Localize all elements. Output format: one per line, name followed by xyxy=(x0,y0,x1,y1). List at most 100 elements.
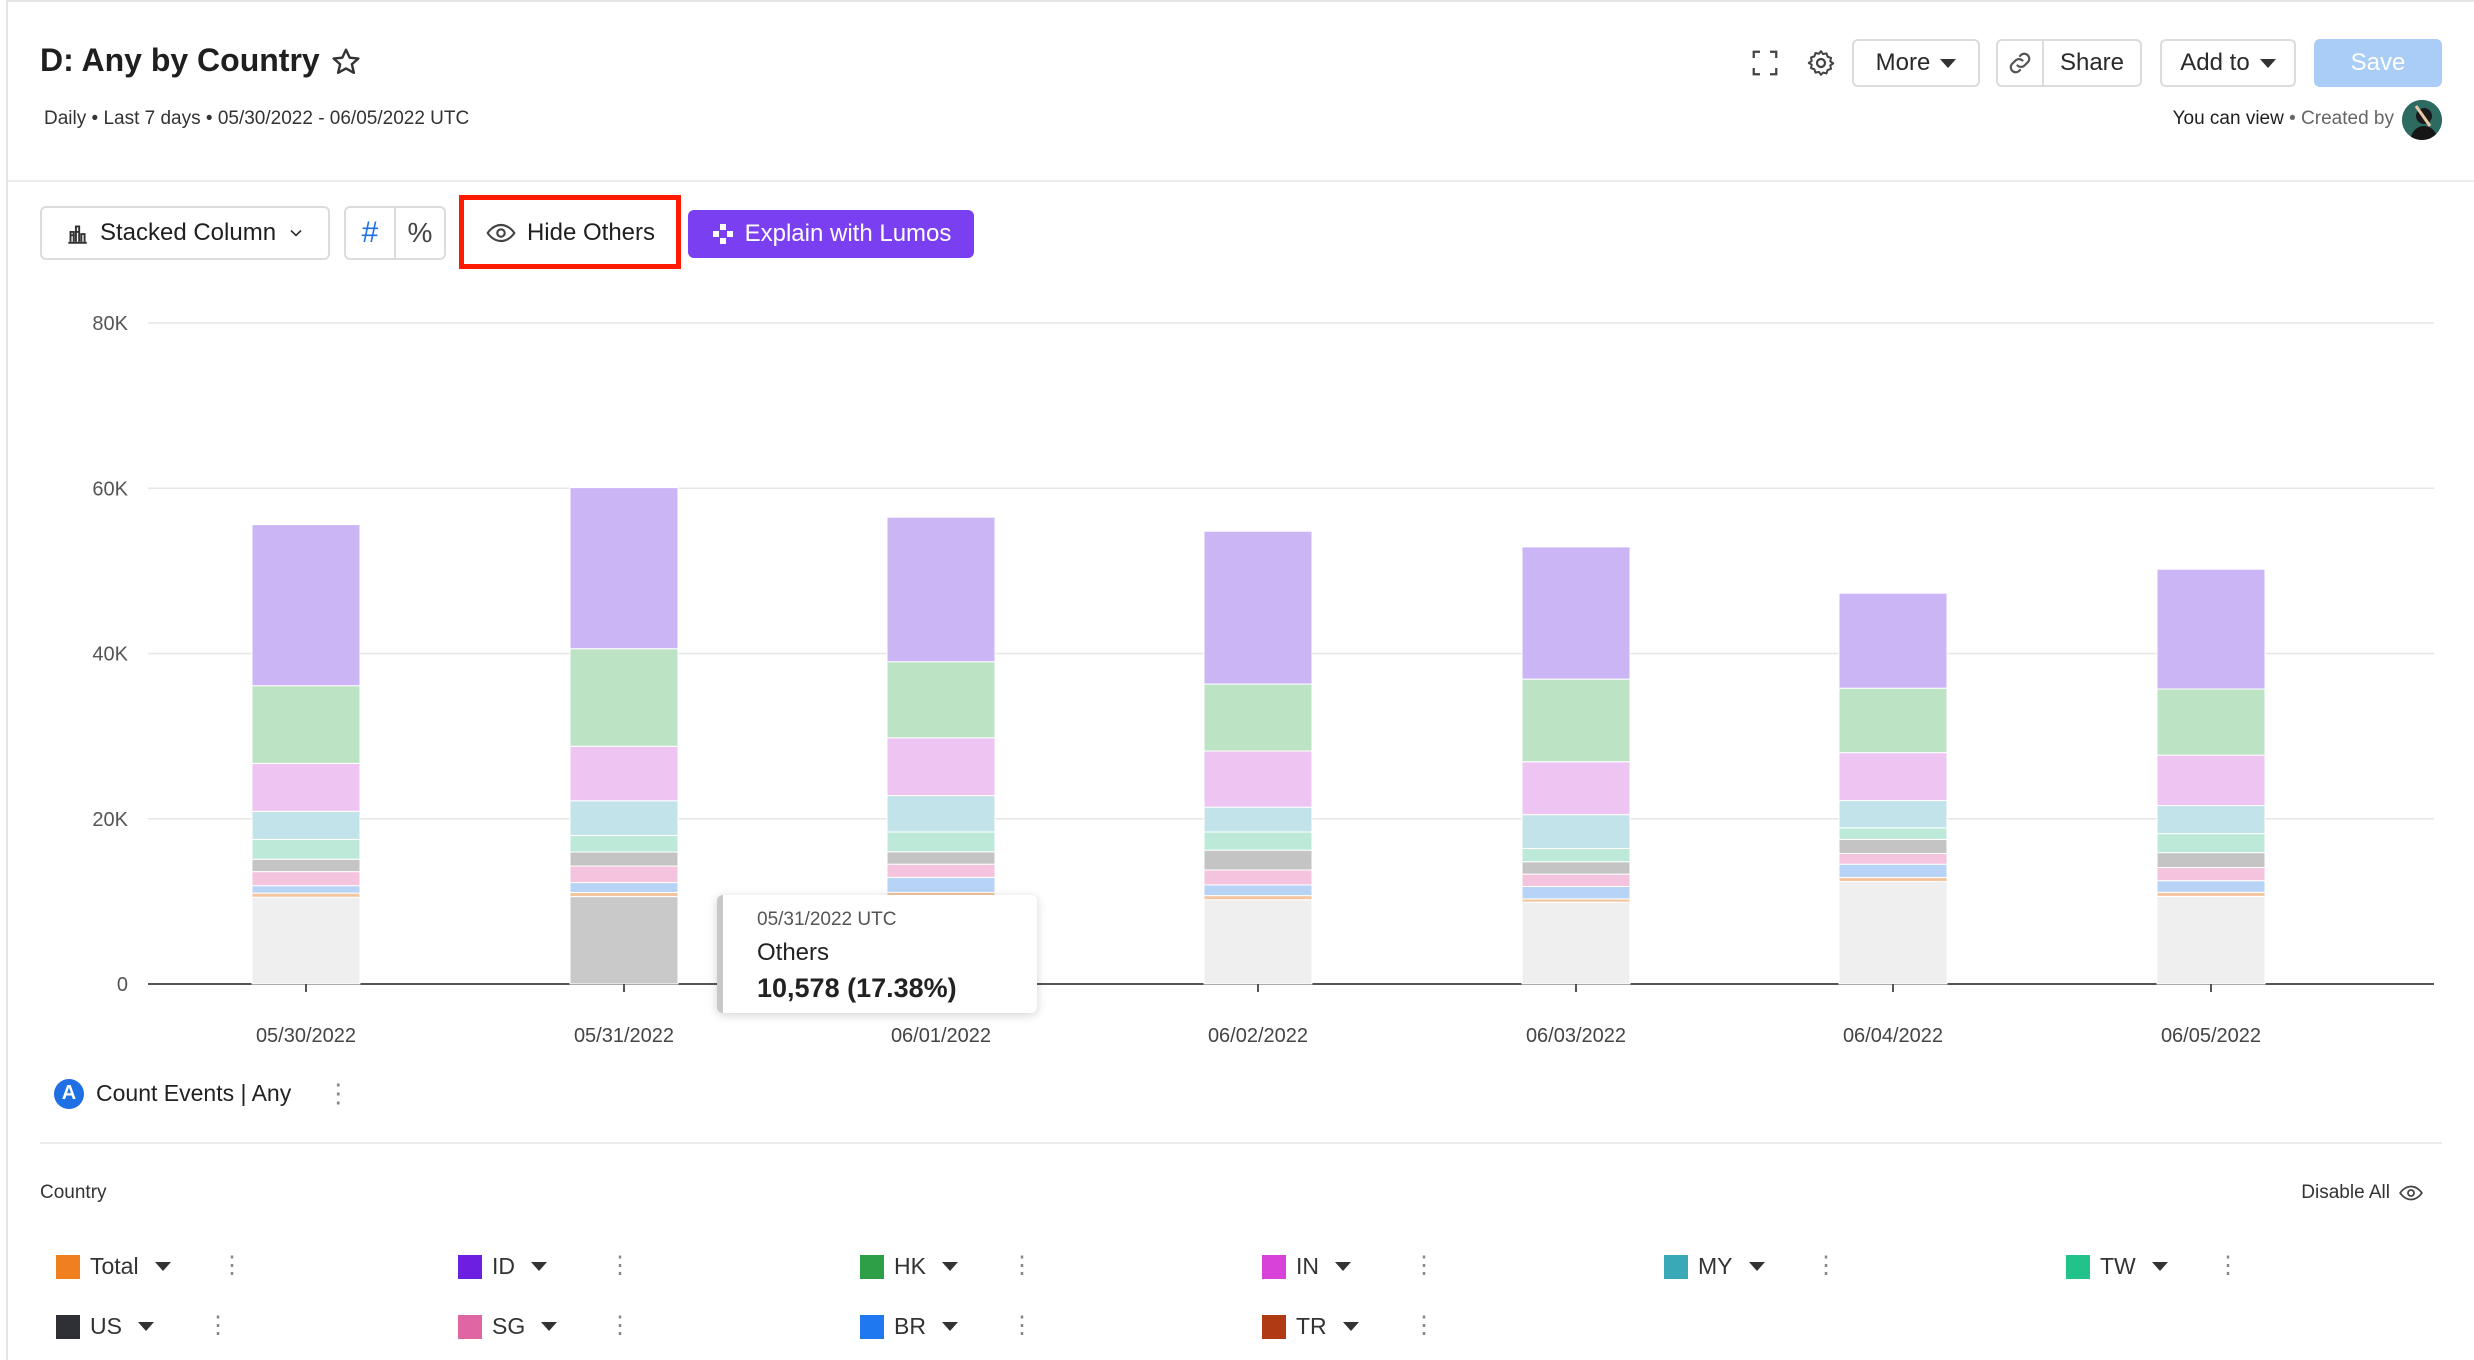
chart-type-dropdown[interactable]: Stacked Column xyxy=(40,206,330,260)
hide-others-label: Hide Others xyxy=(526,219,656,246)
legend-item-us[interactable]: US xyxy=(56,1313,154,1340)
add-to-label: Add to xyxy=(2180,49,2250,76)
legend-label: HK xyxy=(894,1253,926,1279)
bar-segment xyxy=(886,851,996,865)
legend-item-tr[interactable]: TR xyxy=(1262,1313,1359,1340)
kebab-menu-icon[interactable]: ⋮ xyxy=(1814,1252,1838,1279)
tooltip-date: 05/31/2022 UTC xyxy=(757,909,897,930)
bar-segment xyxy=(1521,873,1631,888)
lumos-label: Explain with Lumos xyxy=(744,220,952,247)
y-tick-label: 40K xyxy=(92,644,128,666)
avatar-image-icon xyxy=(2402,100,2442,140)
bar-segment xyxy=(251,838,361,860)
share-button[interactable]: Share xyxy=(2042,39,2142,87)
kebab-menu-icon[interactable]: ⋮ xyxy=(1010,1312,1034,1339)
bar-segment xyxy=(569,745,679,802)
bar-segment xyxy=(886,737,996,797)
legend-item-id[interactable]: ID xyxy=(458,1253,547,1280)
bar-segment xyxy=(569,891,679,898)
bar-segment xyxy=(569,851,679,867)
kebab-menu-icon[interactable]: ⋮ xyxy=(2216,1252,2240,1279)
legend-swatch xyxy=(458,1254,482,1279)
date-range-subtitle: Daily • Last 7 days • 05/30/2022 - 06/05… xyxy=(44,108,470,129)
caret-down-icon xyxy=(154,1262,171,1271)
more-label: More xyxy=(1875,49,1931,76)
bar-segment xyxy=(886,831,996,853)
kebab-menu-icon[interactable]: ⋮ xyxy=(220,1252,244,1279)
bar-segment xyxy=(1521,901,1631,985)
legend-label: BR xyxy=(894,1313,926,1339)
stacked-column-icon xyxy=(68,225,87,244)
kebab-menu-icon[interactable]: ⋮ xyxy=(608,1312,632,1339)
legend-swatch xyxy=(56,1254,80,1279)
bar-segment xyxy=(251,896,361,985)
count-toggle-label: # xyxy=(361,216,379,249)
hide-others-button[interactable]: Hide Others xyxy=(470,206,670,260)
percent-toggle-button[interactable]: % xyxy=(394,206,446,260)
bar-segment xyxy=(1838,687,1948,754)
header-divider xyxy=(8,180,2474,182)
x-tick-label: 06/03/2022 xyxy=(1526,1025,1626,1047)
kebab-menu-icon[interactable]: ⋮ xyxy=(608,1252,632,1279)
bar-segment xyxy=(569,865,679,884)
legend-label: US xyxy=(90,1313,122,1339)
kebab-menu-icon[interactable]: ⋮ xyxy=(1412,1252,1436,1279)
tooltip-series-label: Others xyxy=(757,939,830,966)
y-tick-label: 0 xyxy=(117,974,128,996)
bar-segment xyxy=(251,871,361,887)
bar-segment xyxy=(886,795,996,833)
gear-icon[interactable] xyxy=(1806,48,1836,78)
caret-down-icon xyxy=(2259,58,2276,68)
legend-item-hk[interactable]: HK xyxy=(860,1253,958,1280)
bar-segment xyxy=(1838,876,1948,883)
avatar[interactable] xyxy=(2402,100,2442,140)
legend-item-in[interactable]: IN xyxy=(1262,1253,1351,1280)
x-tick-label: 06/01/2022 xyxy=(891,1025,991,1047)
bar-segment xyxy=(1838,752,1948,802)
kebab-menu-icon[interactable]: ⋮ xyxy=(206,1312,230,1339)
bar-segment xyxy=(569,882,679,893)
caret-down-icon xyxy=(941,1262,958,1271)
bar-segment xyxy=(1521,886,1631,900)
bar-segment xyxy=(1203,683,1313,752)
bar-segment xyxy=(1203,806,1313,833)
legend-item-br[interactable]: BR xyxy=(860,1313,958,1340)
bar-segment xyxy=(886,516,996,663)
explain-with-lumos-button[interactable]: Explain with Lumos xyxy=(688,210,974,258)
caret-down-icon xyxy=(531,1262,547,1271)
count-toggle-button[interactable]: # xyxy=(344,206,396,260)
kebab-menu-icon[interactable]: ⋮ xyxy=(1010,1252,1034,1279)
chart-bars xyxy=(251,487,2266,985)
bar-segment xyxy=(1521,847,1631,863)
legend-item-my[interactable]: MY xyxy=(1664,1253,1765,1280)
percent-toggle-label: % xyxy=(407,217,433,248)
bar-segment xyxy=(2156,805,2266,835)
kebab-menu-icon[interactable]: ⋮ xyxy=(325,1078,352,1108)
bar-segment xyxy=(1521,814,1631,849)
bar-segment xyxy=(251,524,361,687)
legend-swatch xyxy=(1262,1314,1286,1339)
metric-row[interactable]: A Count Events | Any ⋮ xyxy=(54,1078,351,1109)
legend-item-tw[interactable]: TW xyxy=(2066,1253,2168,1280)
bar-segment xyxy=(1203,750,1313,808)
more-dropdown-button[interactable]: More xyxy=(1852,39,1980,87)
chevron-down-icon xyxy=(290,229,302,237)
bar-segment xyxy=(886,863,996,878)
fullscreen-icon[interactable] xyxy=(1750,48,1780,78)
metric-label: Count Events | Any xyxy=(96,1080,292,1106)
disable-all-button[interactable]: Disable All xyxy=(2301,1180,2424,1206)
y-tick-label: 60K xyxy=(92,478,128,500)
chart-type-label: Stacked Column xyxy=(99,219,277,246)
bar-segment xyxy=(2156,568,2266,690)
add-to-dropdown-button[interactable]: Add to xyxy=(2160,39,2296,87)
legend-swatch xyxy=(1664,1254,1688,1279)
save-button[interactable]: Save xyxy=(2314,39,2442,87)
star-icon[interactable] xyxy=(330,46,362,78)
legend-item-total[interactable]: Total xyxy=(56,1253,171,1280)
legend-item-sg[interactable]: SG xyxy=(458,1313,558,1340)
legend-swatch xyxy=(2066,1254,2090,1279)
kebab-menu-icon[interactable]: ⋮ xyxy=(1412,1312,1436,1339)
eye-icon xyxy=(2399,1185,2423,1201)
legend-label: TW xyxy=(2100,1253,2136,1279)
x-tick-label: 05/30/2022 xyxy=(256,1025,356,1047)
